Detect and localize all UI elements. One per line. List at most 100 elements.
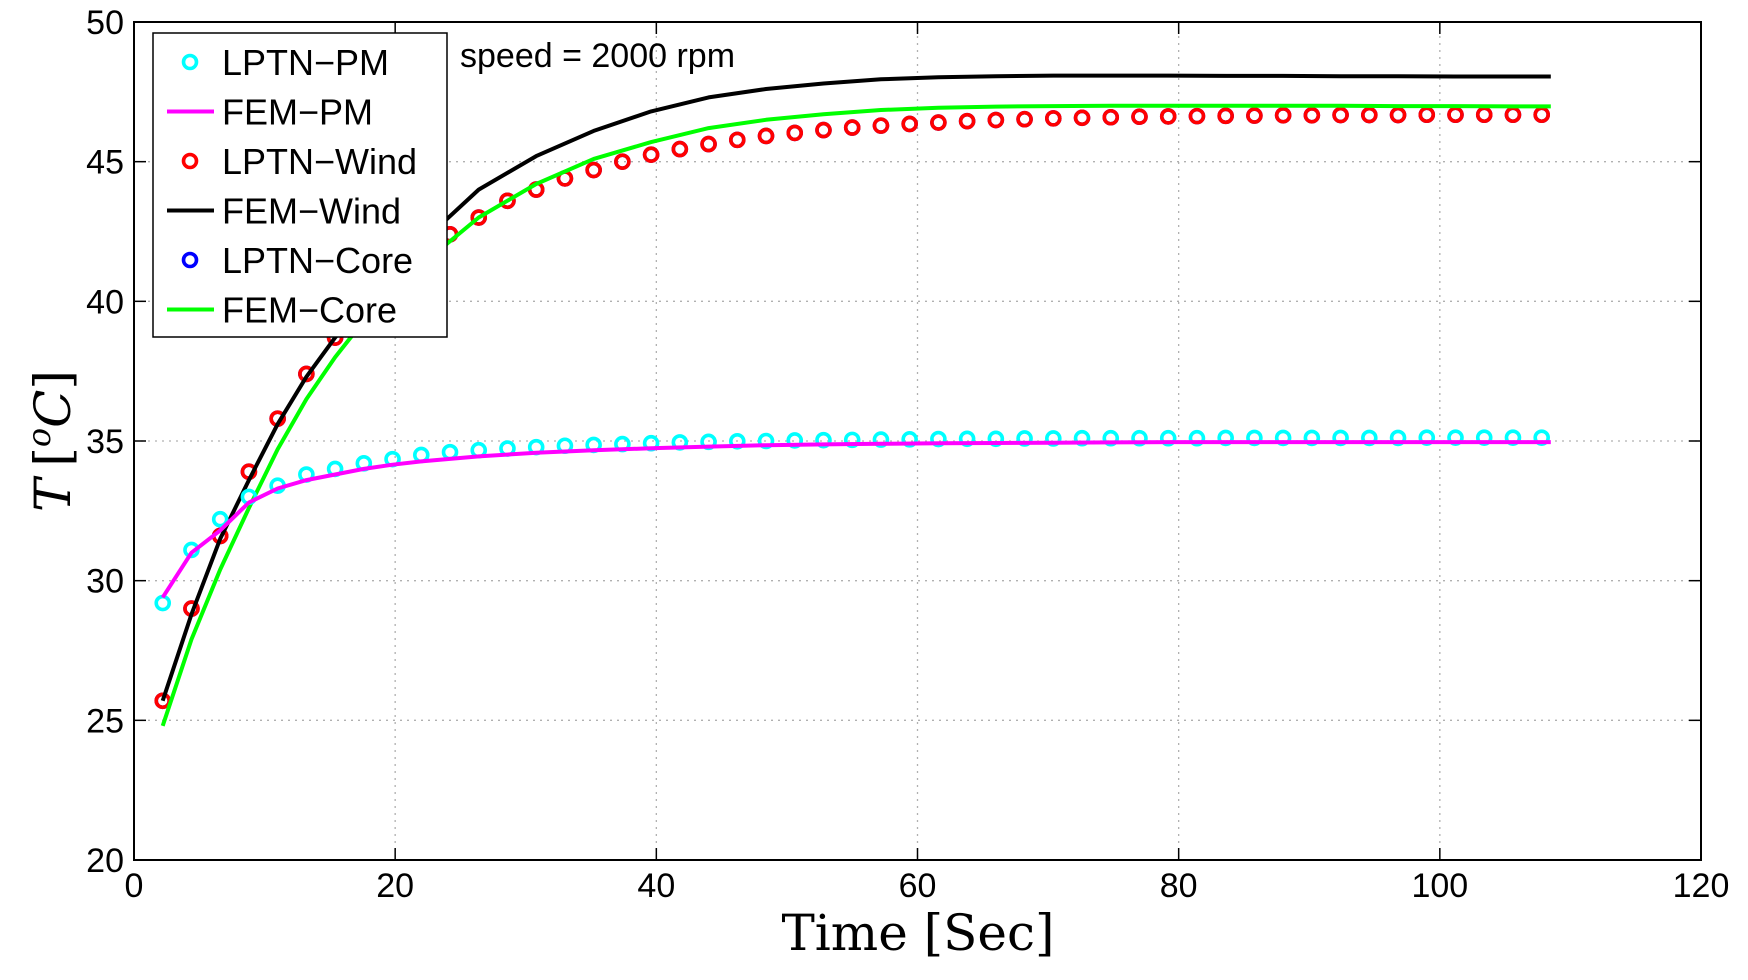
- series-lptn-wind-marker: [1303, 106, 1321, 124]
- legend-lptn-wind-label: LPTN−Wind: [222, 141, 417, 182]
- series-lptn-pm-marker: [1361, 429, 1378, 447]
- series-lptn-pm-marker: [1073, 429, 1091, 447]
- legend-fem-core-label: FEM−Core: [222, 290, 397, 331]
- y-axis-symbol: T: [24, 475, 82, 512]
- series-lptn-wind-marker: [1217, 107, 1234, 125]
- y-tick-label: 20: [86, 842, 124, 880]
- legend-lptn-core-swatch: [181, 251, 199, 269]
- legend-fem-pm-label: FEM−PM: [222, 92, 373, 133]
- ticks: [133, 21, 1702, 861]
- series-lptn-pm-marker: [901, 431, 918, 448]
- series-lptn-wind-marker: [1045, 110, 1062, 127]
- series-fem-pm-line: [161, 440, 1551, 599]
- series-lptn-pm-marker: [1188, 429, 1206, 447]
- series-lptn-wind-marker: [815, 121, 832, 139]
- y-axis-close-bracket: ]: [24, 370, 82, 390]
- series-lptn-wind-marker: [642, 146, 660, 163]
- y-tick-label: 40: [86, 283, 124, 321]
- series-lptn-pm-marker: [987, 430, 1005, 448]
- legend-fem-wind-label: FEM−Wind: [222, 191, 401, 232]
- series-lptn-pm-marker: [815, 431, 832, 449]
- legend-lptn-pm-swatch: [181, 53, 199, 71]
- series-lptn-wind-marker: [1246, 107, 1263, 124]
- legend-lptn-pm-label: LPTN−PM: [222, 42, 389, 83]
- series-lptn-wind-marker: [1188, 107, 1206, 125]
- annotation-speed: speed = 2000 rpm: [460, 37, 735, 75]
- series-lptn-wind-marker: [1274, 106, 1292, 124]
- series-lptn-pm-marker: [1504, 429, 1522, 446]
- y-axis-open-bracket: [: [24, 447, 82, 467]
- x-tick-label: 100: [1411, 867, 1468, 905]
- series-lptn-pm-marker: [843, 431, 861, 449]
- series-lptn-wind-marker: [585, 161, 602, 179]
- series-lptn-pm-marker: [1159, 429, 1177, 447]
- series-lptn-pm-marker: [1246, 429, 1263, 447]
- series-lptn-wind-marker: [786, 124, 804, 142]
- series-lptn-wind-marker: [1159, 108, 1177, 125]
- series-lptn-wind-marker: [470, 209, 488, 226]
- x-tick-label: 40: [637, 867, 675, 905]
- legend-box: [152, 32, 448, 338]
- series-lptn-pm-marker: [757, 432, 775, 450]
- y-tick-label: 50: [86, 4, 124, 42]
- series-lptn-pm-marker: [958, 430, 976, 448]
- series-lptn-pm-marker: [1274, 429, 1292, 447]
- series-lptn-pm-marker: [1533, 429, 1550, 446]
- y-tick-label: 45: [86, 144, 124, 182]
- y-axis-unit: C: [24, 390, 82, 428]
- series-lptn-pm-marker: [1102, 429, 1120, 447]
- legend-lptn-wind-swatch: [181, 152, 199, 170]
- series-lptn-pm-marker: [1131, 429, 1148, 447]
- x-tick-label: 120: [1673, 867, 1730, 905]
- x-tick-label: 20: [376, 867, 414, 905]
- series-lptn-wind-marker: [1389, 106, 1407, 124]
- x-tick-label: 60: [899, 867, 937, 905]
- series-lptn-pm-marker: [872, 431, 890, 448]
- x-tick-label: 0: [125, 867, 144, 905]
- series-lptn-wind-marker: [757, 127, 775, 145]
- series-lptn-wind-marker: [1131, 108, 1148, 125]
- series-lptn-pm-marker: [1303, 429, 1321, 447]
- series-lptn-wind-marker: [872, 117, 890, 134]
- series-lptn-pm-marker: [1016, 430, 1033, 447]
- series-lptn-pm-marker: [211, 510, 229, 528]
- series-lptn-wind-marker: [1073, 109, 1091, 127]
- y-axis-superscript: o: [20, 428, 58, 447]
- y-tick-label: 35: [86, 423, 124, 461]
- series-lptn-pm-marker: [1045, 430, 1062, 447]
- series-lptn-pm-marker: [1217, 429, 1234, 447]
- series-lptn-wind-marker: [1332, 106, 1349, 124]
- series-lptn-wind-marker: [1102, 108, 1120, 126]
- series-fem-core-line: [160, 103, 1551, 727]
- series-lptn-wind-marker: [987, 111, 1005, 129]
- series-lptn-wind-marker: [700, 135, 717, 153]
- series-fem-wind-line: [160, 73, 1551, 702]
- x-axis-title: Time [Sec]: [781, 904, 1054, 962]
- series-lptn-wind-marker: [614, 153, 631, 170]
- y-tick-label: 25: [86, 702, 124, 740]
- series-lptn-wind-marker: [671, 140, 689, 158]
- x-tick-label: 80: [1160, 867, 1198, 905]
- series-lptn-wind-marker: [930, 114, 947, 131]
- series-lptn-pm-marker: [1389, 429, 1407, 447]
- series-lptn-wind-marker: [901, 115, 918, 133]
- series-layer: [154, 73, 1551, 727]
- legend: LPTN−PM FEM−PM LPTN−Wind FEM−Wind LPTN−Core F…: [152, 32, 448, 338]
- series-lptn-pm-marker: [1475, 429, 1493, 446]
- y-axis-title: T [oC]: [20, 370, 82, 512]
- series-lptn-pm-marker: [1447, 429, 1464, 446]
- series-lptn-wind-marker: [843, 119, 861, 136]
- series-lptn-pm-marker: [930, 430, 947, 448]
- series-lptn-pm-marker: [1332, 429, 1349, 447]
- y-tick-label: 30: [86, 563, 124, 601]
- series-lptn-wind-marker: [728, 131, 746, 149]
- series-lptn-wind-marker: [499, 192, 516, 210]
- series-lptn-wind-marker: [1418, 106, 1436, 124]
- legend-lptn-core-label: LPTN−Core: [222, 240, 413, 281]
- series-lptn-wind-marker: [1361, 106, 1378, 124]
- series-lptn-wind-marker: [1016, 110, 1033, 128]
- series-lptn-pm-marker: [1418, 429, 1436, 446]
- series-lptn-wind-marker: [1447, 106, 1464, 124]
